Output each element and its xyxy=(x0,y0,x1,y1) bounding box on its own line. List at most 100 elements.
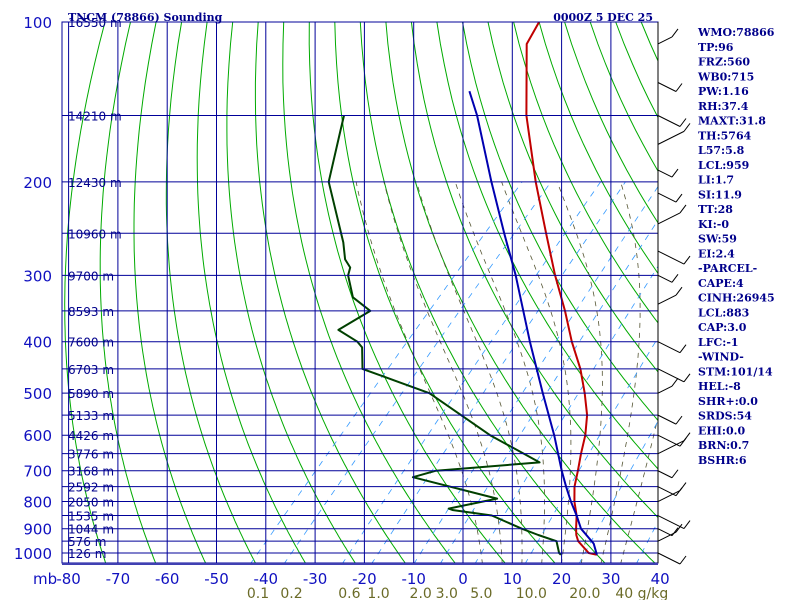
moist-adiabat xyxy=(355,181,483,563)
wind-barb-flag xyxy=(679,118,687,127)
index-entry: LFC:-1 xyxy=(698,336,739,349)
wind-barb xyxy=(657,130,685,145)
wind-barb xyxy=(657,169,673,178)
wind-barb-flag xyxy=(679,555,687,565)
pressure-tick-label: 800 xyxy=(23,494,52,512)
height-label: 5133 m xyxy=(68,409,114,423)
height-label: 14210 m xyxy=(68,110,122,124)
index-entry: SHR+:0.0 xyxy=(698,395,758,408)
wind-barb-flag xyxy=(683,520,691,529)
wind-barb xyxy=(657,490,681,502)
index-entry: CAP:3.0 xyxy=(698,321,747,334)
dry-adiabat xyxy=(226,22,356,563)
dry-adiabat xyxy=(254,22,406,563)
wind-barb xyxy=(657,515,685,529)
index-entry: EHI:0.0 xyxy=(698,424,745,437)
temperature-tick-label: -30 xyxy=(303,570,328,588)
index-entry: STM:101/14 xyxy=(698,365,773,378)
height-label: 12430 m xyxy=(68,176,122,190)
dry-adiabat xyxy=(538,22,658,275)
height-labels: 16550 m 14210 m 12430 m 10960 m 9700 m 8593 m… xyxy=(68,16,122,561)
mixing-ratio-line xyxy=(579,420,658,563)
index-entry: TH:5764 xyxy=(698,129,752,142)
height-label: 1044 m xyxy=(68,523,114,537)
wind-barb-flag xyxy=(671,28,679,38)
pressure-tick-label: 300 xyxy=(23,267,52,285)
wind-barb-flag xyxy=(671,168,679,178)
wind-barb-flag xyxy=(675,193,683,203)
wind-barb xyxy=(657,250,685,265)
mixing-ratio-label: 0.2 xyxy=(280,586,302,600)
index-entry: HEL:-8 xyxy=(698,380,741,393)
temperature-tick-label: -60 xyxy=(155,570,180,588)
moist-adiabat xyxy=(501,181,572,563)
index-entry: SRDS:54 xyxy=(698,410,752,423)
wind-barb xyxy=(657,82,677,92)
wind-barb xyxy=(657,274,673,283)
wind-barb-flag xyxy=(675,415,683,425)
wind-barb xyxy=(657,414,677,425)
mixing-ratio-labels: 0.1 0.2 0.6 1.0 2.0 3.0 5.0 10.0 20.0 40 g/kg xyxy=(247,586,668,600)
index-entry: MAXT:31.8 xyxy=(698,115,766,128)
index-entry: BSHR:6 xyxy=(698,454,747,467)
wind-barb-flag xyxy=(679,344,687,353)
moist-adiabat xyxy=(383,181,503,563)
index-entry: PW:1.16 xyxy=(698,85,749,98)
wind-barb xyxy=(657,470,673,479)
index-entry: CAPE:4 xyxy=(698,277,744,290)
index-entry: L57:5.8 xyxy=(698,144,745,157)
dry-adiabat xyxy=(196,22,306,563)
mixing-ratio-line xyxy=(440,219,658,563)
wind-barb-flag xyxy=(675,286,683,296)
height-label: 2050 m xyxy=(68,496,114,510)
pressure-unit-label: mb xyxy=(33,570,57,588)
wind-barb xyxy=(657,552,681,565)
wind-barb xyxy=(657,368,685,383)
pressure-tick-label: 900 xyxy=(23,521,52,539)
station-title: TNCM (78866) Sounding xyxy=(68,11,223,24)
wind-barb-flag xyxy=(679,482,687,491)
wind-barb-flag xyxy=(683,123,691,132)
temperature-tick-label: 40 xyxy=(651,570,670,588)
skewed-lines-layer xyxy=(64,22,800,564)
dry-adiabat xyxy=(462,22,658,422)
dry-adiabat xyxy=(359,22,606,563)
temperature-tick-label: -40 xyxy=(254,570,279,588)
wind-barb xyxy=(657,385,673,394)
index-entry: SI:11.9 xyxy=(698,188,742,201)
mixing-ratio-line xyxy=(413,185,658,563)
index-entry: -WIND- xyxy=(698,351,744,364)
temperature-axis-labels: mb -80 -70 -60 -50 -40 -30 -20 -10 0 10 20 30 40 xyxy=(33,570,670,588)
mixing-ratio-line xyxy=(474,265,658,563)
height-label: 7600 m xyxy=(68,336,114,350)
temperature-tick-label: -20 xyxy=(352,570,377,588)
height-label: 10960 m xyxy=(68,227,122,241)
temperature-profile xyxy=(525,22,598,556)
index-entry: LCL:959 xyxy=(698,159,749,172)
pressure-tick-label: 400 xyxy=(23,334,52,352)
wind-barb-flag xyxy=(671,377,679,387)
temperature-tick-label: -10 xyxy=(401,570,426,588)
index-entry: WB0:715 xyxy=(697,70,754,83)
height-label: 3168 m xyxy=(68,465,114,479)
dry-adiabat xyxy=(165,22,256,563)
dry-adiabat xyxy=(282,22,456,563)
temperature-tick-label: -70 xyxy=(106,570,131,588)
moist-adiabat xyxy=(600,181,641,563)
index-entry: WMO:78866 xyxy=(697,26,775,39)
wind-barb-flag xyxy=(671,527,679,537)
mixing-ratio-label: 1.0 xyxy=(367,586,389,600)
mixing-ratio-label: 2.0 xyxy=(410,586,432,600)
wind-barb-flag xyxy=(671,274,679,283)
mixing-ratio-label: 20.0 xyxy=(569,586,600,600)
wind-barb-flag xyxy=(671,469,679,479)
dry-adiabat xyxy=(794,22,800,564)
dry-adiabat xyxy=(410,22,658,519)
index-entry: EI:2.4 xyxy=(698,247,735,260)
index-entry: CINH:26945 xyxy=(698,292,775,305)
pressure-tick-label: 600 xyxy=(23,427,52,445)
height-label: 16550 m xyxy=(68,16,122,30)
height-label: 126 m xyxy=(68,547,106,561)
